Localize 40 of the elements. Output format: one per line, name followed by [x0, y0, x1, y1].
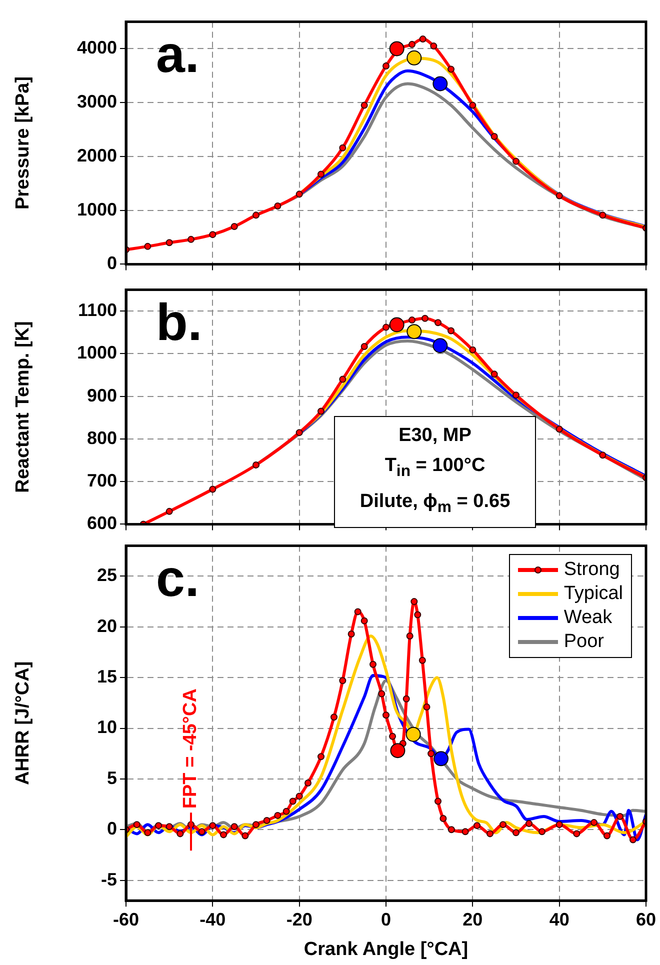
- y-tick-label: 4000: [76, 38, 117, 58]
- y-tick-label: 0: [106, 253, 117, 274]
- ref-line-label: FPT = -45°CA: [180, 688, 202, 809]
- y-axis-title: Pressure [kPa]: [12, 76, 34, 210]
- x-tick-label: 20: [462, 909, 483, 930]
- y-tick-label: 25: [96, 565, 117, 586]
- annotation: Dilute, ϕ$_{m}$ = 0.65: [358, 490, 512, 518]
- y-tick-label: 15: [96, 666, 117, 687]
- x-axis-title: Crank Angle [°CA]: [304, 938, 468, 960]
- chart-title: c.: [156, 550, 200, 608]
- y-axis-title: AHRR [J/°CA]: [12, 661, 34, 786]
- x-tick-label: 0: [380, 909, 392, 930]
- y-tick-label: 900: [86, 385, 117, 406]
- chart-title: a.: [156, 26, 200, 84]
- y-tick-label: 800: [86, 428, 117, 448]
- y-tick-label: 20: [96, 616, 117, 636]
- legend-label: Weak: [564, 606, 612, 630]
- y-tick-label: 3000: [76, 92, 117, 112]
- annotation: E30, MP: [398, 424, 472, 448]
- y-tick-label: 10: [96, 717, 117, 738]
- legend-label: Typical: [564, 582, 623, 606]
- y-tick-label: 1100: [78, 300, 117, 320]
- x-tick-label: -20: [286, 909, 312, 930]
- x-tick-label: 60: [636, 909, 656, 930]
- y-tick-label: 700: [86, 470, 117, 491]
- legend-label: Strong: [564, 558, 620, 582]
- y-axis-title: Reactant Temp. [K]: [12, 321, 34, 493]
- y-tick-label: 1000: [76, 342, 117, 363]
- x-tick-label: -60: [112, 909, 140, 930]
- chart-title: b.: [156, 294, 202, 352]
- legend-label: Poor: [564, 630, 604, 654]
- x-tick-label: -40: [200, 909, 226, 930]
- y-tick-label: 0: [106, 818, 117, 839]
- y-tick-label: 600: [86, 513, 117, 534]
- y-tick-label: 1000: [76, 199, 117, 220]
- y-tick-label: 5: [106, 768, 117, 788]
- x-tick-label: 40: [549, 909, 570, 930]
- annotation: T$_{in}$ = 100°C: [384, 454, 486, 482]
- y-tick-label: -5: [100, 869, 117, 890]
- y-tick-label: 2000: [76, 145, 117, 166]
